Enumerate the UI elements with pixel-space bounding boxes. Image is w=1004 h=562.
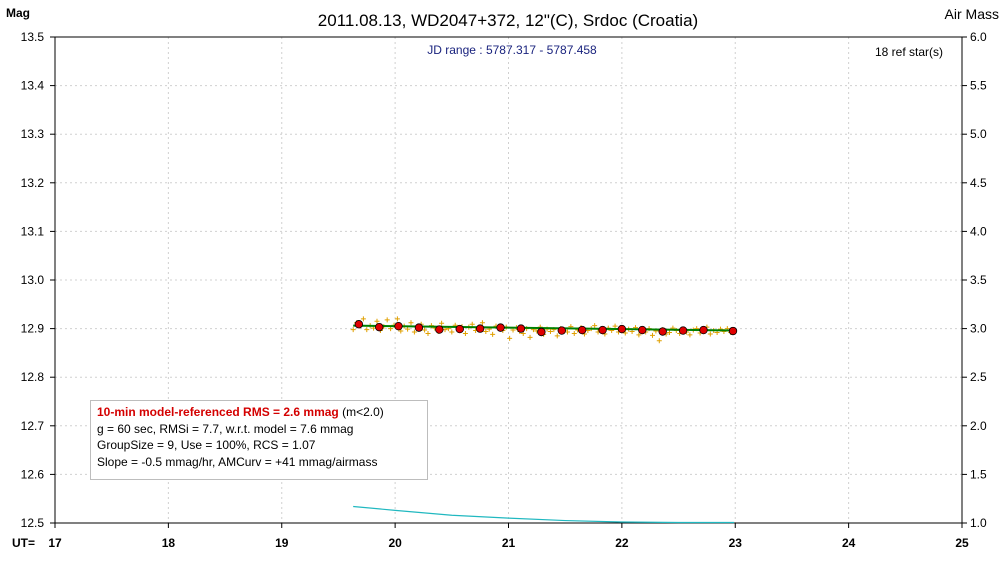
- chart-subtitle: JD range : 5787.317 - 5787.458: [427, 43, 597, 57]
- y-axis-label: Mag: [6, 6, 30, 20]
- x-tick-label: 24: [842, 536, 856, 550]
- y2-axis-label: Air Mass: [945, 6, 999, 22]
- binned-point: [699, 325, 708, 335]
- binned-point: [577, 325, 587, 335]
- stats-line-3: GroupSize = 9, Use = 100%, RCS = 1.07: [97, 438, 316, 452]
- data-point: [374, 318, 380, 324]
- x-axis-label: UT=: [12, 536, 35, 550]
- binned-point: [537, 327, 546, 337]
- y-tick-label: 12.6: [21, 467, 45, 481]
- x-tick-label: 21: [502, 536, 516, 550]
- data-point: [592, 323, 598, 329]
- y2-tick-label: 1.0: [970, 516, 987, 530]
- binned-point: [617, 324, 627, 334]
- data-point: [483, 329, 489, 335]
- y2-tick-label: 5.5: [970, 79, 987, 93]
- x-tick-label: 25: [955, 536, 969, 550]
- binned-point: [475, 324, 485, 333]
- data-point: [439, 320, 445, 326]
- y-tick-label: 12.8: [21, 370, 45, 384]
- x-tick-label: 18: [162, 536, 176, 550]
- chart-title: 2011.08.13, WD2047+372, 12"(C), Srdoc (C…: [318, 11, 698, 30]
- data-point: [612, 323, 618, 329]
- y2-tick-label: 2.0: [970, 419, 987, 433]
- y2-tick-label: 5.0: [970, 127, 987, 141]
- data-point: [425, 330, 431, 336]
- data-point: [449, 329, 455, 335]
- binned-point: [435, 325, 444, 334]
- y-tick-label: 13.3: [21, 127, 45, 141]
- stats-line-2: g = 60 sec, RMSi = 7.7, w.r.t. model = 7…: [97, 421, 354, 436]
- data-point: [408, 320, 414, 326]
- binned-point: [557, 326, 566, 335]
- data-point: [394, 316, 400, 322]
- data-point: [687, 332, 693, 338]
- y-tick-label: 12.7: [21, 419, 45, 433]
- data-point: [479, 320, 485, 326]
- y-tick-label: 13.0: [21, 273, 45, 287]
- data-point: [422, 327, 428, 333]
- data-point: [364, 327, 370, 333]
- binned-point: [354, 320, 364, 329]
- data-point: [462, 330, 468, 336]
- x-tick-label: 19: [275, 536, 289, 550]
- binned-point: [414, 323, 424, 332]
- binned-point: [598, 325, 607, 335]
- stats-box: 10-min model-referenced RMS = 2.6 mmag (…: [90, 400, 428, 480]
- y2-tick-label: 1.5: [970, 467, 987, 481]
- x-tick-label: 17: [48, 536, 62, 550]
- y-tick-label: 13.1: [21, 224, 45, 238]
- x-tick-label: 20: [388, 536, 402, 550]
- data-point: [405, 326, 411, 332]
- axes: 17 18 19 20 21 22 23 24 25 12.5 12.6 12.7 12.8 12.9 13…: [21, 30, 987, 550]
- data-point: [554, 333, 560, 339]
- x-tick-label: 22: [615, 536, 629, 550]
- data-point: [490, 331, 496, 337]
- x-tick-label: 23: [729, 536, 743, 550]
- y-tick-label: 13.4: [21, 79, 45, 93]
- data-point: [564, 329, 570, 335]
- y-tick-label: 12.5: [21, 516, 45, 530]
- data-point: [547, 329, 553, 335]
- data-point: [571, 330, 577, 336]
- y2-tick-label: 2.5: [970, 370, 987, 384]
- y2-tick-label: 4.5: [970, 176, 987, 190]
- data-point: [666, 329, 672, 335]
- ref-stars-label: 18 ref star(s): [875, 45, 943, 59]
- data-point: [350, 327, 356, 333]
- y2-tick-label: 6.0: [970, 30, 987, 44]
- binned-point: [455, 324, 464, 334]
- data-point: [384, 317, 390, 323]
- binned-point: [496, 323, 505, 332]
- y2-tick-label: 3.0: [970, 322, 987, 336]
- stats-rms-value: 10-min model-referenced RMS = 2.6 mmag: [97, 405, 339, 419]
- binned-point: [678, 326, 688, 335]
- stats-line-4: Slope = -0.5 mmag/hr, AMCurv = +41 mmag/…: [97, 454, 378, 469]
- data-point: [360, 316, 366, 322]
- data-point: [649, 332, 655, 338]
- binned-point: [394, 321, 403, 331]
- binned-point: [658, 327, 667, 336]
- binned-point: [728, 326, 738, 336]
- data-point: [527, 334, 533, 340]
- binned-point: [516, 324, 526, 333]
- y-tick-label: 13.2: [21, 176, 45, 190]
- stats-rms-suffix: (m<2.0): [338, 405, 384, 419]
- data-point: [411, 329, 417, 335]
- airmass-line: [353, 505, 735, 524]
- y-tick-label: 12.9: [21, 322, 45, 336]
- y-tick-label: 13.5: [21, 30, 45, 44]
- data-point: [469, 321, 475, 327]
- y2-tick-label: 4.0: [970, 224, 987, 238]
- data-point: [507, 335, 513, 341]
- binned-point: [375, 322, 384, 332]
- stats-line-rms: 10-min model-referenced RMS = 2.6 mmag (…: [97, 404, 421, 421]
- data-point: [656, 338, 662, 344]
- data-point: [636, 332, 642, 338]
- data-point: [707, 331, 713, 337]
- binned-point: [638, 325, 647, 335]
- y2-tick-label: 3.5: [970, 273, 987, 287]
- data-layer: [350, 316, 738, 524]
